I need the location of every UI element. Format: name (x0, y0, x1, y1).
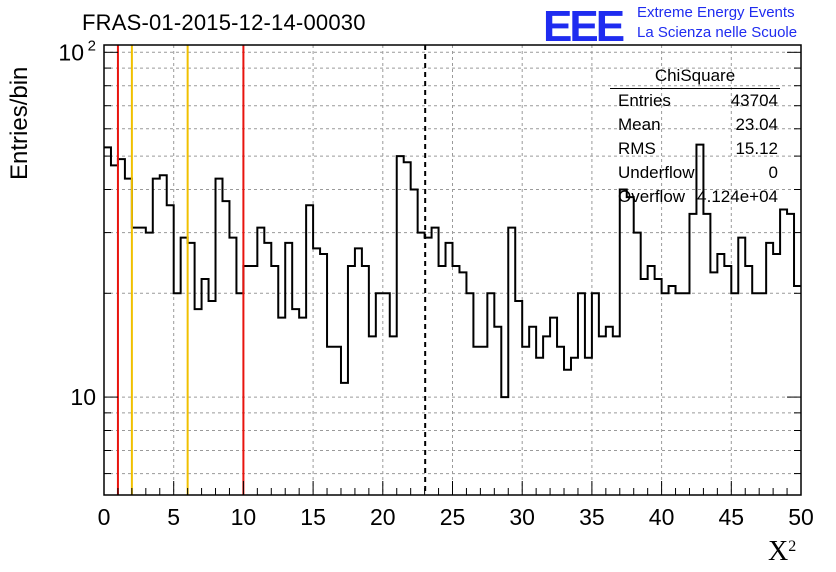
stats-label: Entries (618, 91, 671, 110)
x-axis-label-base: X (768, 536, 789, 567)
stats-box-divider (610, 88, 780, 89)
histogram-series (104, 143, 801, 399)
x-tick-label: 0 (98, 504, 111, 530)
x-tick-label: 25 (440, 504, 466, 530)
stats-label: Overflow (618, 187, 686, 206)
stats-value: 23.04 (735, 115, 778, 134)
stats-label: RMS (618, 139, 656, 158)
logo-text-line2: La Scienza nelle Scuole (637, 24, 798, 41)
x-axis-label-superscript: 2 (788, 538, 797, 555)
stats-label: Mean (618, 115, 661, 134)
stats-row-mean: Mean 23.04 (612, 113, 778, 137)
stats-row-rms: RMS 15.12 (612, 137, 778, 161)
stats-box-title: ChiSquare (654, 66, 736, 85)
y-axis-label: Entries/bin (6, 66, 33, 180)
x-tick-label: 45 (719, 504, 745, 530)
stats-row-overflow: Overflow 4.124e+04 (612, 185, 778, 209)
x-tick-label: 15 (300, 504, 326, 530)
x-tick-label: 35 (579, 504, 605, 530)
stats-label: Underflow (618, 163, 695, 182)
stats-value: 0 (768, 163, 778, 182)
x-axis-label: X2 (768, 536, 796, 568)
stats-value: 4.124e+04 (697, 187, 778, 206)
stats-value: 43704 (730, 91, 778, 110)
chart-title: FRAS-01-2015-12-14-00030 (82, 10, 366, 35)
x-tick-label: 50 (788, 504, 814, 530)
eee-logo: EEE (543, 2, 625, 51)
stats-box: ChiSquare Entries 43704 Mean 23.04 RMS 15.1… (610, 66, 780, 209)
y-tick-label: 10 (70, 384, 96, 410)
x-tick-label: 20 (370, 504, 396, 530)
x-tick-label: 30 (509, 504, 535, 530)
y-tick-label-exponent: 2 (88, 37, 96, 54)
stats-row-underflow: Underflow 0 (612, 161, 778, 185)
stats-value: 15.12 (735, 139, 778, 158)
y-tick-label: 10 (58, 39, 84, 65)
x-tick-label: 5 (167, 504, 180, 530)
logo-text-line1: Extreme Energy Events (637, 4, 795, 21)
stats-row-entries: Entries 43704 (612, 89, 778, 113)
x-tick-label: 10 (231, 504, 257, 530)
x-tick-label: 40 (649, 504, 675, 530)
